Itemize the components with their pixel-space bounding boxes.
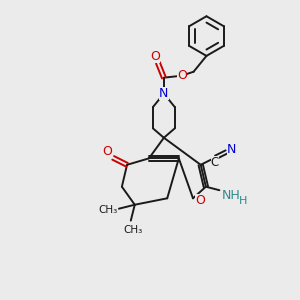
Text: N: N: [227, 143, 236, 157]
Text: O: O: [177, 69, 187, 82]
Text: N: N: [159, 87, 169, 100]
Text: O: O: [195, 194, 205, 207]
Text: H: H: [239, 196, 247, 206]
Text: CH₃: CH₃: [123, 224, 142, 235]
Text: CH₃: CH₃: [98, 205, 118, 215]
Text: O: O: [150, 50, 160, 63]
Text: O: O: [102, 146, 112, 158]
Text: NH: NH: [222, 189, 241, 202]
Text: C: C: [211, 156, 219, 169]
